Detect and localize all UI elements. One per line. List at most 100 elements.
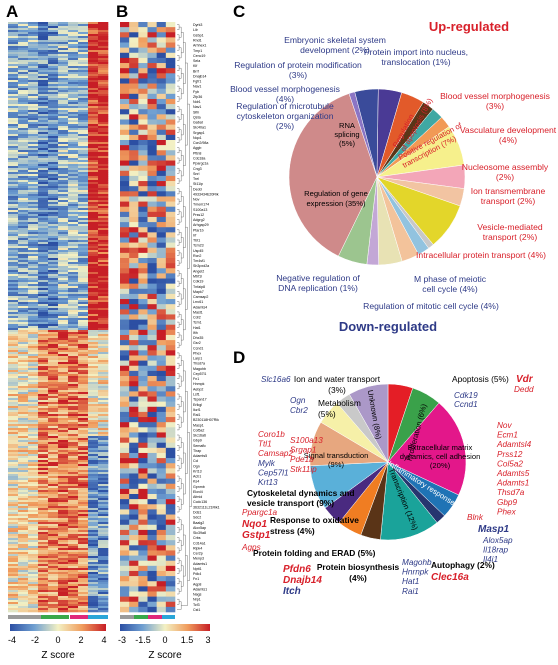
pie-c-label: Embryonic skeletal system: [284, 35, 386, 45]
heatmap-a-cell: [88, 546, 99, 549]
heatmap-a-cell: [88, 470, 99, 473]
gene-label: Ripk4: [193, 546, 202, 550]
heatmap-a-cell: [78, 532, 89, 535]
gene-label: Nqo1: [193, 136, 202, 140]
heatmap-b-cell: [138, 555, 148, 561]
heatmap-a-cell: [28, 102, 39, 105]
pie-d-inner-label: (9%): [328, 460, 345, 469]
heatmap-a-cell: [88, 536, 99, 539]
heatmap-a-cell: [68, 456, 79, 459]
heatmap-a-cell: [78, 388, 89, 391]
heatmap-a-cell: [68, 452, 79, 455]
heatmap-b-cell: [138, 514, 148, 520]
heatmap-b-cell: [156, 601, 167, 608]
gene-label: Nptt1: [193, 567, 202, 571]
heatmap-b-cell: [120, 160, 130, 166]
heatmap-a-cell: [28, 60, 39, 63]
heatmap-a-cell: [18, 384, 29, 387]
heatmap-b-cell: [138, 258, 148, 264]
heatmap-b-cell: [156, 324, 167, 331]
heatmap-a-cell: [38, 182, 49, 185]
heatmap-a-cell: [28, 532, 39, 535]
heatmap-a-cell: [28, 38, 39, 41]
heatmap-b-cell: [129, 63, 139, 69]
heatmap-a-cell: [88, 476, 99, 479]
heatmap-a-cell: [38, 312, 49, 315]
heatmap-a-cell: [18, 272, 29, 275]
heatmap-b-cell: [120, 529, 130, 536]
heatmap-a-cell: [28, 546, 39, 549]
heatmap-a-cell: [98, 86, 109, 89]
heatmap-a-cell: [88, 604, 99, 607]
pie-d-slice: [387, 402, 467, 496]
heatmap-a-cell: [38, 558, 49, 561]
heatmap-a-cell: [88, 188, 99, 191]
heatmap-b-cell: [138, 68, 148, 74]
heatmap-a-cell: [38, 114, 49, 117]
heatmap-a-cell: [78, 168, 89, 171]
heatmap-b-cell: [120, 304, 130, 310]
heatmap-a-cell: [38, 448, 49, 451]
heatmap-a-cell: [78, 436, 89, 439]
heatmap-a-cell: [18, 256, 29, 259]
heatmap-a-cell: [68, 504, 79, 507]
heatmap-a-cell: [88, 364, 99, 367]
heatmap-a-cell: [8, 124, 19, 127]
heatmap-b-cell: [129, 104, 139, 110]
heatmap-a-cell: [68, 72, 79, 75]
heatmap-a-cell: [28, 434, 39, 437]
heatmap-a-cell: [38, 604, 49, 607]
heatmap-b-cell: [165, 483, 176, 490]
heatmap-a-cell: [78, 476, 89, 479]
heatmap-a-cell: [78, 78, 89, 81]
heatmap-a-cell: [28, 312, 39, 315]
heatmap-a-cell: [48, 386, 59, 389]
heatmap-a-cell: [78, 52, 89, 55]
heatmap-a-cell: [78, 294, 89, 297]
heatmap-a-cell: [38, 580, 49, 583]
heatmap-a-cell: [8, 230, 19, 233]
heatmap-a-cell: [38, 240, 49, 243]
heatmap-a-cell: [88, 198, 99, 201]
heatmap-a-cell: [98, 488, 109, 491]
heatmap-a-cell: [78, 352, 89, 355]
heatmap-b-cell: [147, 524, 157, 531]
heatmap-b-cell: [156, 540, 167, 546]
heatmap-a-cell: [18, 88, 29, 91]
heatmap-a-cell: [58, 540, 69, 543]
heatmap-b-cell: [120, 576, 130, 582]
heatmap-a-cell: [48, 460, 59, 463]
heatmap-a-cell: [38, 504, 49, 507]
heatmap-b-cell: [120, 22, 130, 28]
heatmap-a-cell: [48, 318, 59, 321]
heatmap-a-cell: [68, 312, 79, 315]
heatmap-a-cell: [58, 412, 69, 415]
pie-c-label: Regulation of mitotic cell cycle (4%): [363, 301, 499, 311]
heatmap-a-cell: [58, 282, 69, 285]
heatmap-a-cell: [48, 40, 59, 43]
heatmap-a-cell: [68, 210, 79, 213]
heatmap-a-cell: [18, 262, 29, 265]
heatmap-a-cell: [78, 246, 89, 249]
heatmap-a-cell: [38, 140, 49, 143]
heatmap-a-cell: [18, 590, 29, 593]
heatmap-a-cell: [8, 120, 19, 123]
heatmap-a-cell: [18, 456, 29, 459]
heatmap-a-cell: [48, 448, 59, 451]
heatmap-a-cell: [48, 238, 59, 241]
heatmap-b-cell: [156, 283, 167, 290]
heatmap-b-cell: [120, 411, 130, 418]
heatmap-a-cell: [8, 610, 19, 613]
heatmap-a-cell: [18, 110, 29, 113]
heatmap-a-cell: [78, 504, 89, 507]
heatmap-a-cell: [8, 306, 19, 309]
heatmap-a-cell: [78, 422, 89, 425]
heatmap-a-cell: [68, 32, 79, 35]
heatmap-a-cell: [48, 610, 59, 613]
gene-label: Arhhex1: [193, 44, 206, 48]
heatmap-b-cell: [129, 483, 139, 490]
heatmap-b-cell: [129, 181, 139, 187]
heatmap-b-cell: [165, 88, 176, 95]
heatmap-a-cell: [58, 306, 69, 309]
dendrogram-branch: [179, 478, 182, 490]
